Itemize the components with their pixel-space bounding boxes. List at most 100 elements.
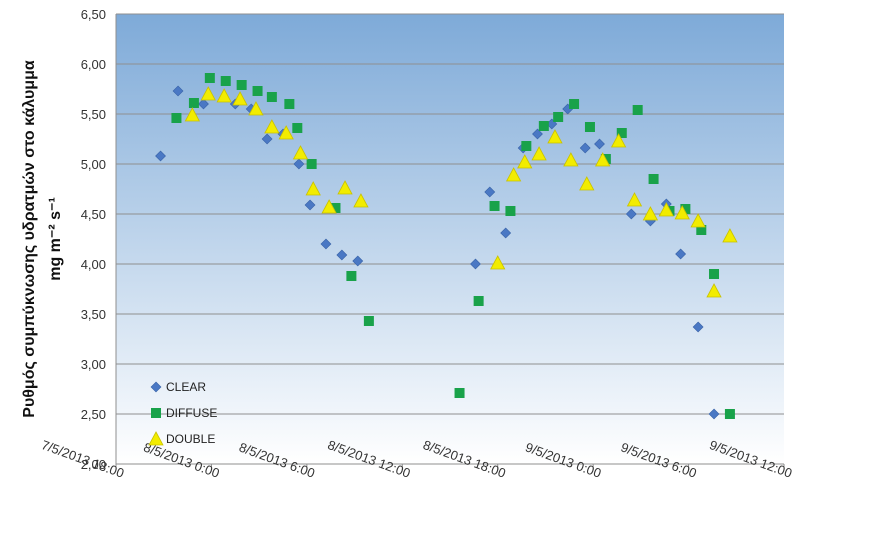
diffuse-point <box>489 201 500 211</box>
diffuse-point <box>284 99 295 109</box>
y-tick-label: 2,50 <box>81 407 106 422</box>
double-point <box>674 205 690 220</box>
diffuse-point <box>330 203 341 213</box>
legend-label-diffuse: DIFFUSE <box>166 406 217 420</box>
double-point <box>579 176 595 191</box>
diffuse-point <box>584 122 595 132</box>
grid-lines <box>115 13 784 465</box>
diffuse-point <box>454 388 465 398</box>
clear-point <box>470 258 481 270</box>
clear-point <box>336 249 348 261</box>
double-point <box>278 125 294 140</box>
diffuse-point <box>648 174 659 184</box>
y-tick-label: 4,00 <box>81 257 106 272</box>
y-axis-label: Ρυθμός συμπύκνωσης υδρατμών στο κάλυμμα <box>21 60 38 418</box>
y-tick-label: 4,50 <box>81 207 106 222</box>
diffuse-point <box>569 99 580 109</box>
diffuse-point <box>363 316 374 326</box>
diffuse-point <box>188 98 199 108</box>
double-point <box>595 152 611 167</box>
series-double <box>184 86 738 298</box>
double-point <box>610 133 627 148</box>
double-point <box>547 129 563 144</box>
double-point <box>642 206 659 221</box>
double-point <box>264 119 280 134</box>
y-tick-label: 5,00 <box>81 157 106 172</box>
double-point <box>531 146 547 161</box>
double-point <box>690 213 706 228</box>
y-tick-label: 5,50 <box>81 107 106 122</box>
diffuse-point <box>220 76 231 86</box>
y-tick-label: 6,50 <box>81 7 106 22</box>
double-point <box>505 167 522 182</box>
clear-point <box>172 85 184 97</box>
clear-point <box>675 248 687 260</box>
y-tick-label: 3,00 <box>81 357 106 372</box>
y-tick-label: 6,00 <box>81 57 106 72</box>
legend-label-double: DOUBLE <box>166 432 215 446</box>
clear-point <box>304 199 316 211</box>
double-point <box>490 255 506 270</box>
double-point <box>232 91 248 106</box>
diffuse-point <box>473 296 484 306</box>
plot-area <box>116 14 784 464</box>
clear-point <box>532 128 543 140</box>
diffuse-point <box>292 123 303 133</box>
diffuse-point <box>553 112 564 122</box>
double-point <box>626 192 643 207</box>
legend-marker-clear <box>150 381 162 393</box>
x-tick-label: 7/5/2013 18:00 <box>39 437 126 481</box>
clear-point <box>579 142 591 154</box>
diffuse-point <box>680 204 691 214</box>
diffuse-point <box>505 206 516 216</box>
double-point <box>337 180 353 195</box>
y-tick-labels: 2,00 2,50 3,00 3,50 4,00 4,50 5,00 5,50 6,00 6,50 <box>81 7 106 472</box>
clear-point <box>708 408 720 420</box>
diffuse-point <box>709 269 720 279</box>
diffuse-point <box>236 80 247 90</box>
double-point <box>706 283 722 298</box>
double-point <box>658 202 674 217</box>
double-point <box>184 107 201 122</box>
diffuse-point <box>266 92 277 102</box>
double-point <box>353 193 369 208</box>
clear-point <box>500 227 512 239</box>
y-axis-unit: mg m⁻² s⁻¹ <box>47 197 64 281</box>
double-point <box>248 101 264 116</box>
legend: CLEAR DIFFUSE DOUBLE <box>148 380 217 446</box>
diffuse-point <box>616 128 627 138</box>
double-point <box>305 181 321 196</box>
double-point <box>216 88 232 103</box>
legend-marker-diffuse <box>151 408 161 418</box>
diffuse-point <box>521 141 532 151</box>
clear-point <box>293 158 305 170</box>
clear-point <box>352 255 364 267</box>
clear-point <box>198 98 209 110</box>
diffuse-point <box>204 73 215 83</box>
diffuse-point <box>696 225 707 235</box>
data-marks <box>155 73 738 420</box>
diffuse-point <box>252 86 263 96</box>
clear-point <box>261 133 273 145</box>
y-tick-label: 3,50 <box>81 307 106 322</box>
clear-point <box>692 321 704 333</box>
double-point <box>563 152 579 167</box>
clear-point <box>484 186 496 198</box>
clear-point <box>625 208 637 220</box>
y-tick-label: 2,00 <box>81 457 106 472</box>
double-point <box>722 228 738 243</box>
double-point <box>200 86 216 101</box>
double-point <box>321 199 337 214</box>
clear-point <box>594 138 605 150</box>
legend-label-clear: CLEAR <box>166 380 206 394</box>
diffuse-point <box>171 113 182 123</box>
diffuse-point <box>724 409 735 419</box>
diffuse-point <box>346 271 357 281</box>
clear-point <box>155 150 166 162</box>
double-point <box>517 154 533 169</box>
double-point <box>292 145 309 160</box>
diffuse-point <box>306 159 317 169</box>
legend-marker-double <box>148 431 164 446</box>
